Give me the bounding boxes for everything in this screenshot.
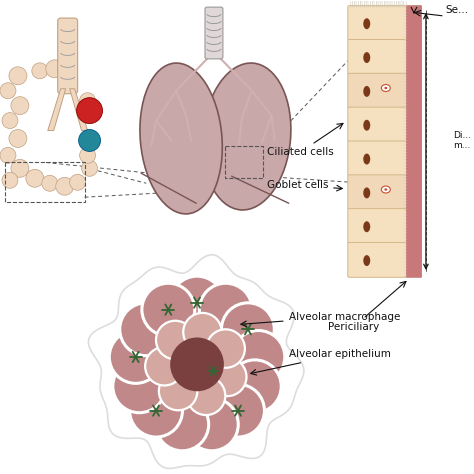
Circle shape [142,283,195,336]
Circle shape [170,337,224,391]
Circle shape [145,347,183,385]
Ellipse shape [363,255,370,266]
Circle shape [46,60,64,78]
Ellipse shape [363,18,370,29]
Circle shape [11,159,29,177]
Polygon shape [70,89,88,130]
FancyBboxPatch shape [348,175,407,210]
Ellipse shape [363,154,370,164]
Ellipse shape [384,188,387,191]
Circle shape [185,398,238,451]
Circle shape [0,147,16,164]
Text: Se...: Se... [446,5,469,15]
Circle shape [211,384,264,437]
Circle shape [82,160,98,176]
Text: Alveolar macrophage: Alveolar macrophage [241,311,400,327]
Text: Goblet cells: Goblet cells [267,180,342,191]
Polygon shape [48,89,66,130]
Circle shape [156,321,194,359]
FancyBboxPatch shape [348,6,407,40]
Circle shape [56,177,73,195]
Circle shape [221,303,274,356]
Circle shape [109,330,162,383]
Circle shape [32,63,48,79]
Polygon shape [88,255,304,468]
FancyBboxPatch shape [348,141,407,176]
Circle shape [2,173,18,188]
FancyBboxPatch shape [205,7,223,59]
Circle shape [228,360,281,413]
FancyBboxPatch shape [348,39,407,74]
Circle shape [232,330,285,383]
Circle shape [129,384,182,437]
Circle shape [200,283,252,336]
Text: Di...
m...: Di... m... [453,131,471,150]
FancyBboxPatch shape [348,73,407,108]
Ellipse shape [363,187,370,199]
Ellipse shape [363,86,370,97]
Ellipse shape [140,63,222,214]
Ellipse shape [363,221,370,232]
Circle shape [9,67,27,85]
Circle shape [11,97,29,115]
FancyBboxPatch shape [348,107,407,142]
Circle shape [2,113,18,128]
Text: Alveolar epithelium: Alveolar epithelium [251,349,391,375]
FancyBboxPatch shape [406,5,422,278]
Circle shape [156,398,209,451]
Circle shape [9,129,27,147]
Circle shape [187,376,225,415]
Circle shape [77,98,102,124]
Ellipse shape [381,186,390,193]
Circle shape [159,372,197,410]
Ellipse shape [363,120,370,131]
Circle shape [80,93,96,109]
Circle shape [79,129,100,151]
Circle shape [70,174,86,190]
FancyBboxPatch shape [348,243,407,277]
Ellipse shape [384,87,387,89]
FancyBboxPatch shape [348,209,407,244]
Text: Periciliary: Periciliary [328,282,406,331]
Circle shape [42,175,58,191]
Circle shape [206,329,245,368]
Circle shape [113,360,166,413]
Circle shape [208,357,246,396]
Text: Ciliated cells: Ciliated cells [267,123,343,157]
Circle shape [171,276,223,329]
FancyBboxPatch shape [58,18,78,94]
Circle shape [80,147,96,164]
Circle shape [120,303,173,356]
Ellipse shape [203,63,291,210]
Ellipse shape [381,84,390,91]
Circle shape [26,169,44,187]
Circle shape [183,313,222,351]
Ellipse shape [363,52,370,63]
Circle shape [60,65,76,81]
Circle shape [0,83,16,99]
